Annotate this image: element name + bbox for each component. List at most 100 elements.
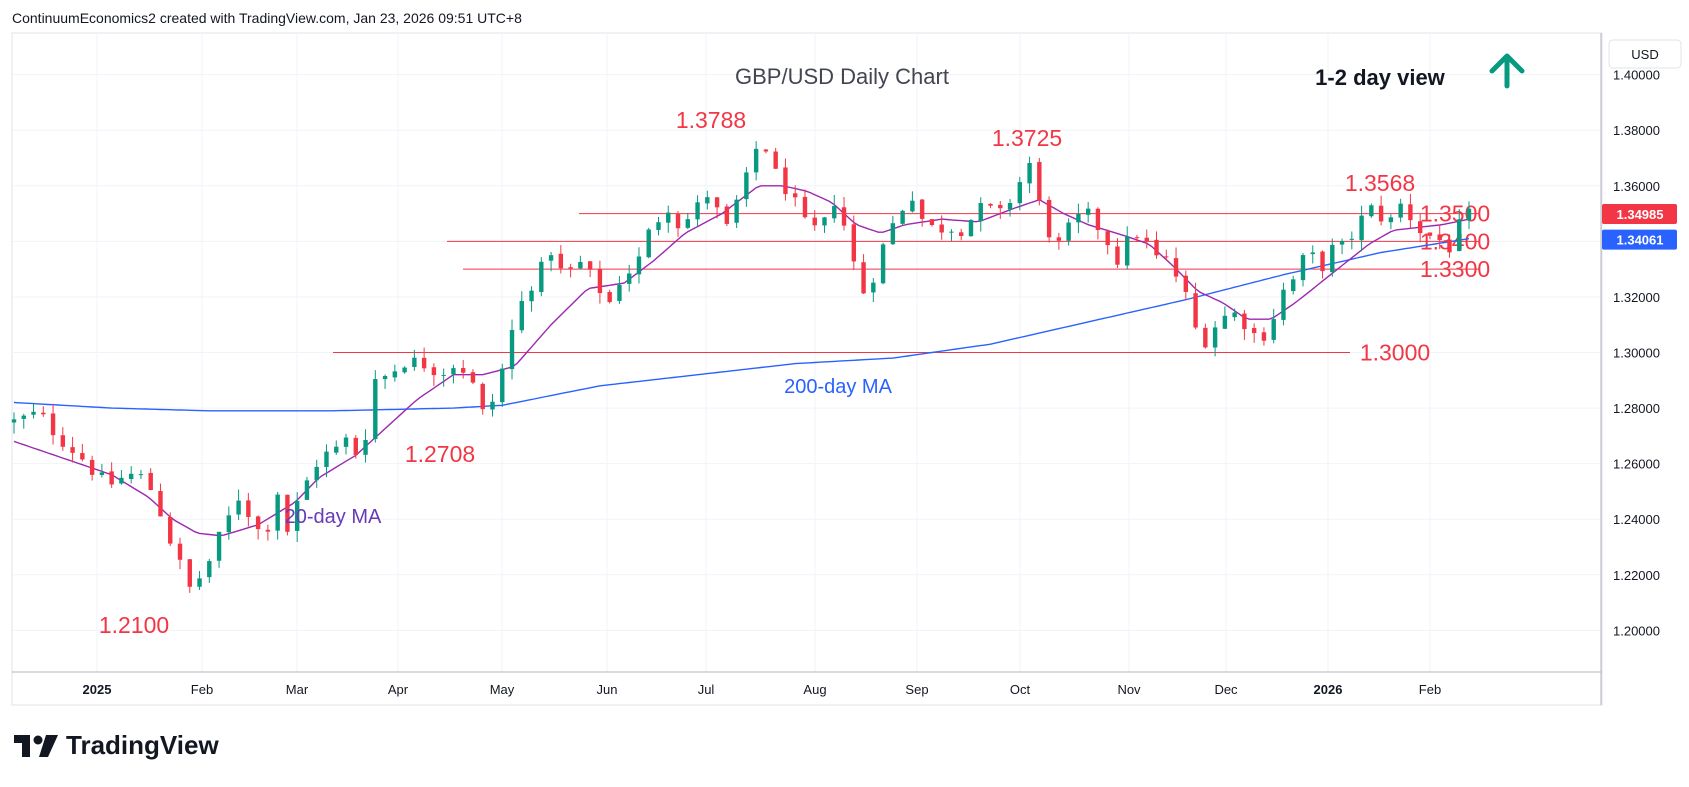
- candle-body: [314, 466, 319, 481]
- y-tick-label: 1.28000: [1613, 401, 1660, 416]
- candle-body: [1046, 199, 1052, 238]
- price-annotation: 1.2100: [99, 612, 169, 638]
- candle-body: [1457, 219, 1462, 252]
- candle-body: [705, 197, 710, 204]
- candle-body: [246, 500, 251, 517]
- candle-body: [1339, 240, 1345, 245]
- candle-body: [929, 219, 935, 226]
- candle-body: [451, 368, 456, 375]
- candle-body: [207, 561, 212, 578]
- candle-body: [666, 212, 671, 223]
- ma200-line: [13, 237, 1470, 412]
- candle-body: [236, 500, 241, 515]
- candle-body: [880, 244, 886, 284]
- candle-body: [998, 204, 1003, 209]
- candle-body: [988, 203, 993, 206]
- x-tick-label: Aug: [803, 682, 826, 697]
- candle-body: [617, 284, 622, 301]
- candle-body: [128, 473, 134, 479]
- candle-body: [31, 411, 36, 415]
- candle-body: [1125, 236, 1130, 266]
- candle-body: [1076, 213, 1081, 223]
- price-annotation: 1.2708: [405, 441, 475, 467]
- x-tick-label: Jun: [597, 682, 618, 697]
- candle-body: [99, 472, 105, 475]
- candle-body: [841, 207, 847, 226]
- candle-body: [1144, 237, 1149, 242]
- price-annotation: 1.3725: [992, 125, 1062, 151]
- candle-body: [70, 447, 75, 453]
- candle-body: [861, 262, 866, 294]
- candle-body: [1261, 332, 1267, 341]
- candle-body: [285, 494, 290, 532]
- candlesticks: [11, 141, 1472, 593]
- candle-body: [919, 199, 925, 219]
- x-tick-label: Oct: [1010, 682, 1031, 697]
- candle-body: [597, 268, 603, 294]
- candle-body: [1105, 231, 1110, 246]
- candle-body: [1203, 327, 1208, 348]
- candle-body: [519, 300, 524, 331]
- candle-body: [177, 543, 183, 560]
- candle-body: [80, 453, 85, 460]
- price-tag: [1602, 229, 1677, 250]
- candle-body: [1134, 237, 1140, 239]
- candle-body: [216, 531, 222, 561]
- candle-body: [802, 196, 808, 218]
- candle-body: [1447, 239, 1452, 253]
- y-tick-label: 1.32000: [1613, 290, 1660, 305]
- candle-body: [685, 219, 690, 228]
- candle-body: [275, 494, 280, 531]
- candle-body: [1085, 208, 1091, 215]
- candle-body: [949, 231, 954, 233]
- currency-box[interactable]: [1608, 39, 1682, 69]
- candle-body: [1408, 204, 1413, 221]
- candle-body: [1056, 237, 1062, 241]
- price-tag: [1602, 204, 1677, 225]
- candle-body: [1212, 327, 1218, 348]
- x-tick-label: Sep: [905, 682, 928, 697]
- candle-body: [509, 329, 515, 370]
- candle-body: [1359, 215, 1364, 241]
- y-tick-label: 1.26000: [1613, 457, 1660, 472]
- candle-body: [714, 197, 720, 208]
- ma20-line: [13, 185, 1470, 537]
- x-tick-label: Mar: [286, 682, 309, 697]
- candle-body: [1007, 203, 1013, 210]
- candle-body: [783, 167, 788, 195]
- candle-body: [1037, 161, 1042, 201]
- candle-body: [529, 290, 534, 302]
- candle-body: [392, 371, 398, 378]
- candle-body: [1320, 251, 1325, 272]
- candle-body: [60, 435, 66, 447]
- ma-annotation: 200-day MA: [784, 376, 892, 398]
- candle-body: [158, 491, 163, 517]
- candle-body: [832, 206, 837, 219]
- y-tick-label: 1.24000: [1613, 512, 1660, 527]
- candle-body: [978, 203, 983, 222]
- candle-body: [568, 267, 573, 269]
- candle-body: [294, 500, 300, 531]
- candle-body: [1164, 256, 1169, 258]
- candle-body: [1251, 328, 1257, 334]
- price-annotation: 1.3568: [1345, 170, 1415, 196]
- y-tick-label: 1.38000: [1613, 123, 1660, 138]
- candle-body: [744, 172, 749, 200]
- level-label: 1.3300: [1420, 256, 1490, 282]
- candle-body: [695, 202, 700, 220]
- moving-averages: [13, 185, 1470, 537]
- tradingview-logo[interactable]: TradingView: [14, 730, 219, 761]
- candle-body: [490, 401, 495, 410]
- price-annotation: 1.3788: [676, 107, 746, 133]
- x-tick-label: Dec: [1214, 682, 1238, 697]
- price-tag-label: 1.34061: [1617, 233, 1664, 248]
- view-label: 1-2 day view: [1315, 65, 1446, 90]
- up-arrow-icon: [1489, 53, 1525, 89]
- candle-body: [1330, 244, 1335, 273]
- candle-body: [910, 200, 915, 212]
- candle-body: [343, 437, 349, 447]
- candle-body: [89, 459, 95, 475]
- candle-body: [1066, 222, 1071, 241]
